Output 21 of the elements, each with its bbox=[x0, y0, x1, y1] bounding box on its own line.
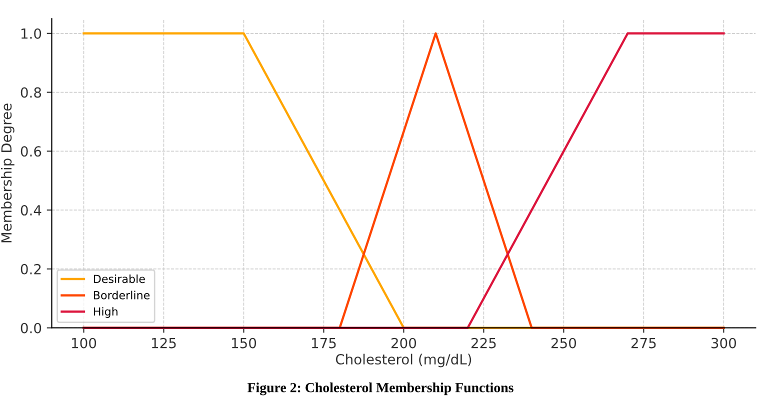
x-tick-label: 275 bbox=[631, 338, 656, 348]
x-axis-title: Cholesterol (mg/dL) bbox=[336, 354, 472, 368]
caption: Figure 2: Cholesterol Membership Functions bbox=[248, 382, 514, 396]
x-tick-label: 100 bbox=[72, 338, 96, 348]
y-tick-label: 0.0 bbox=[20, 322, 42, 334]
x-tick-label: 150 bbox=[232, 338, 256, 348]
x-tick-label: 125 bbox=[152, 338, 176, 348]
y-axis-title: Membership Degree bbox=[0, 104, 14, 242]
y-tick-label: 0.4 bbox=[20, 205, 42, 216]
y-tick-label: 0.2 bbox=[20, 264, 41, 274]
y-tick-label: 0.8 bbox=[20, 87, 42, 98]
x-tick-label: 225 bbox=[471, 338, 496, 348]
x-tick-label: 300 bbox=[711, 338, 736, 348]
legend-label: High bbox=[94, 307, 118, 318]
legend-label: Desirable bbox=[94, 274, 145, 284]
y-tick-label: 0.6 bbox=[20, 146, 42, 157]
legend-label: Borderline bbox=[94, 290, 150, 300]
x-tick-label: 200 bbox=[391, 338, 416, 348]
x-tick-label: 250 bbox=[551, 338, 576, 348]
y-tick-label: 1.0 bbox=[21, 28, 42, 39]
x-tick-label: 175 bbox=[312, 338, 336, 348]
